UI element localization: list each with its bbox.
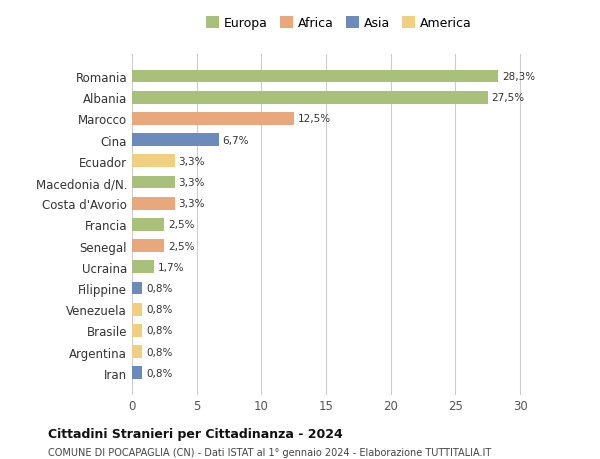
Bar	[132, 176, 175, 189]
Bar	[132, 346, 142, 358]
Text: 3,3%: 3,3%	[179, 157, 205, 167]
Text: 2,5%: 2,5%	[168, 220, 195, 230]
Bar	[132, 367, 142, 379]
Legend: Europa, Africa, Asia, America: Europa, Africa, Asia, America	[206, 17, 472, 30]
Text: 6,7%: 6,7%	[223, 135, 249, 146]
Text: 3,3%: 3,3%	[179, 199, 205, 209]
Bar	[132, 197, 175, 210]
Text: 0,8%: 0,8%	[146, 283, 173, 293]
Text: 0,8%: 0,8%	[146, 326, 173, 336]
Bar	[132, 282, 142, 295]
Bar	[132, 261, 154, 274]
Text: 3,3%: 3,3%	[179, 178, 205, 188]
Bar	[132, 113, 294, 125]
Text: 1,7%: 1,7%	[158, 262, 184, 272]
Text: 2,5%: 2,5%	[168, 241, 195, 251]
Bar	[132, 134, 218, 147]
Text: 12,5%: 12,5%	[298, 114, 331, 124]
Bar	[132, 155, 175, 168]
Bar	[132, 325, 142, 337]
Bar	[132, 71, 498, 83]
Text: 0,8%: 0,8%	[146, 347, 173, 357]
Text: 27,5%: 27,5%	[491, 93, 525, 103]
Text: 0,8%: 0,8%	[146, 368, 173, 378]
Bar	[132, 240, 164, 252]
Bar	[132, 303, 142, 316]
Text: 0,8%: 0,8%	[146, 304, 173, 314]
Bar	[132, 92, 488, 104]
Text: 28,3%: 28,3%	[502, 72, 535, 82]
Bar	[132, 218, 164, 231]
Text: COMUNE DI POCAPAGLIA (CN) - Dati ISTAT al 1° gennaio 2024 - Elaborazione TUTTITA: COMUNE DI POCAPAGLIA (CN) - Dati ISTAT a…	[48, 448, 491, 458]
Text: Cittadini Stranieri per Cittadinanza - 2024: Cittadini Stranieri per Cittadinanza - 2…	[48, 427, 343, 440]
